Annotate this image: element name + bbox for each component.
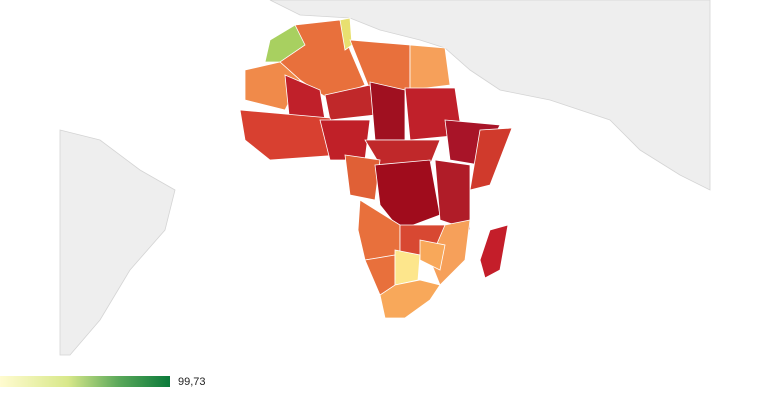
legend-max-label: 99,73	[178, 376, 206, 388]
legend-gradient	[0, 376, 170, 387]
africa	[239, 17, 513, 319]
background-land	[59, 0, 711, 356]
